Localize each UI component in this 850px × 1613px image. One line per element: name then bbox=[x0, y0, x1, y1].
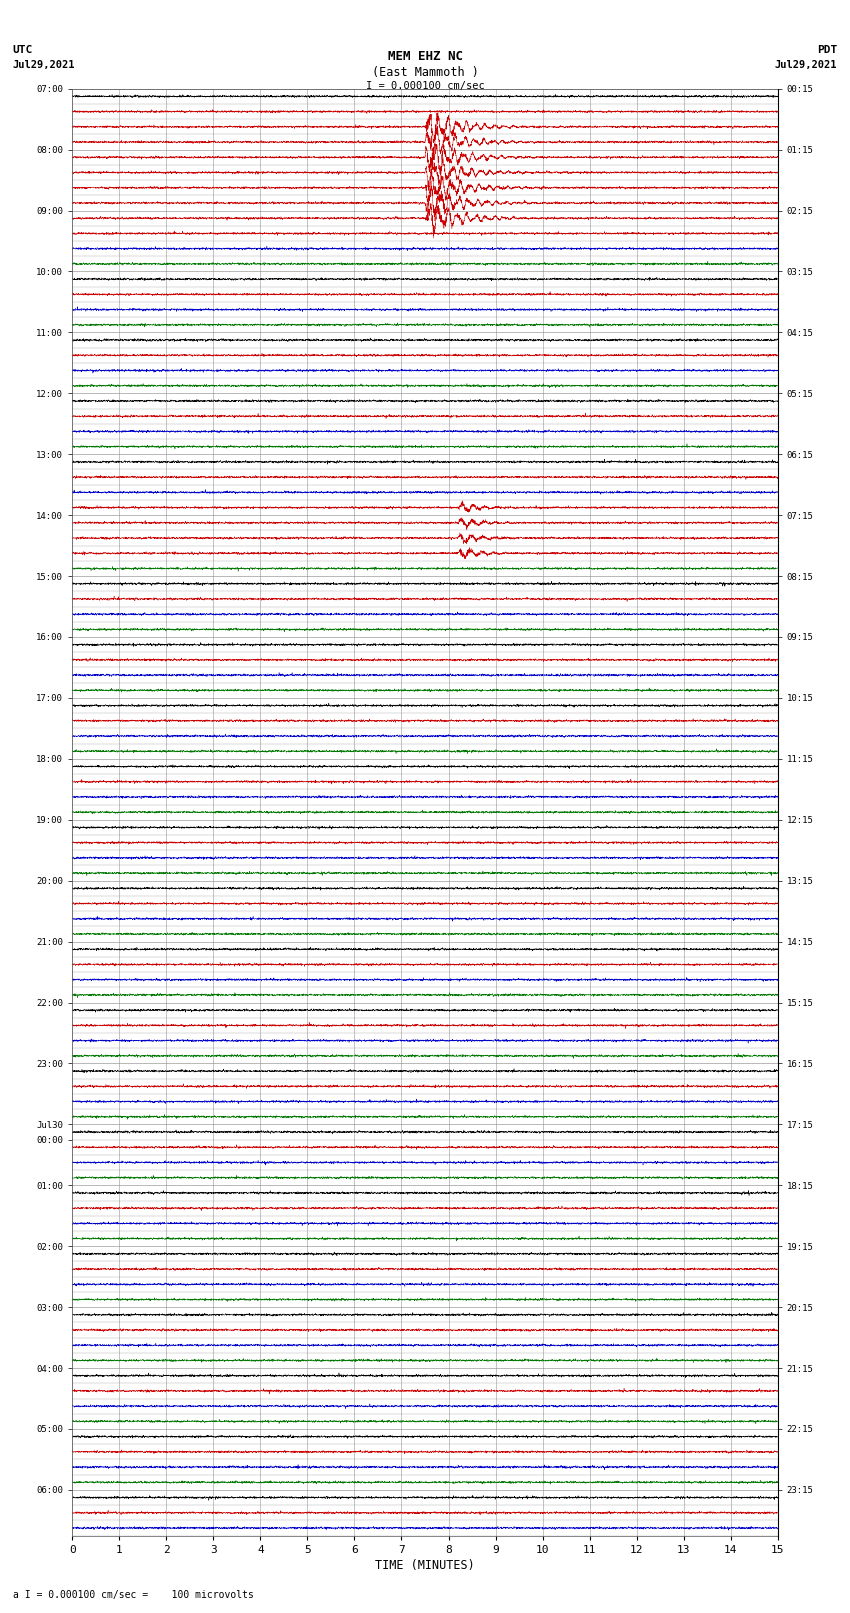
Text: Jul29,2021: Jul29,2021 bbox=[13, 60, 76, 69]
Text: Jul29,2021: Jul29,2021 bbox=[774, 60, 837, 69]
Text: a I = 0.000100 cm/sec =    100 microvolts: a I = 0.000100 cm/sec = 100 microvolts bbox=[13, 1590, 253, 1600]
Text: MEM EHZ NC: MEM EHZ NC bbox=[388, 50, 462, 63]
Text: (East Mammoth ): (East Mammoth ) bbox=[371, 66, 479, 79]
X-axis label: TIME (MINUTES): TIME (MINUTES) bbox=[375, 1558, 475, 1571]
Text: PDT: PDT bbox=[817, 45, 837, 55]
Text: UTC: UTC bbox=[13, 45, 33, 55]
Text: I = 0.000100 cm/sec: I = 0.000100 cm/sec bbox=[366, 81, 484, 90]
